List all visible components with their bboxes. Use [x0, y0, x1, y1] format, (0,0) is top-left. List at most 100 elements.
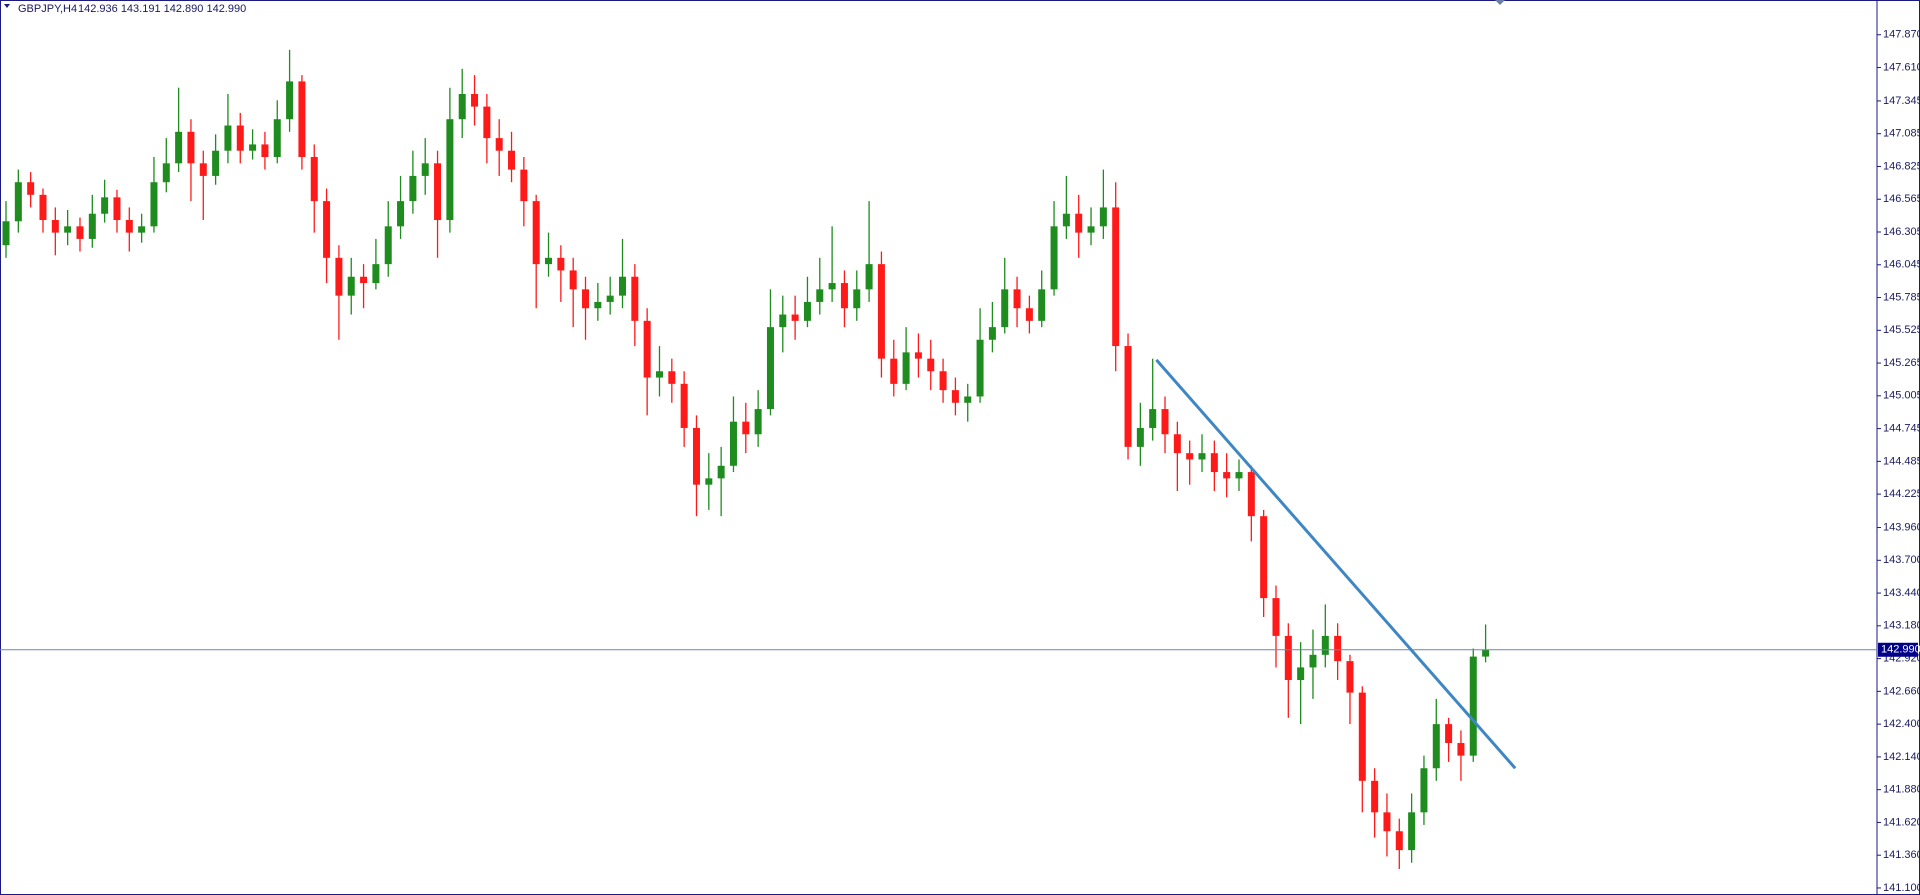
candle-body	[261, 144, 269, 158]
candle-body	[1445, 724, 1453, 744]
candle-body	[421, 163, 429, 176]
candle-body	[853, 289, 861, 309]
candle-body	[397, 201, 405, 227]
candle-body	[816, 289, 824, 302]
candle-body	[335, 257, 343, 296]
candle-body	[1136, 427, 1144, 447]
candle-body	[409, 175, 417, 202]
candle-body	[384, 226, 392, 265]
candle-body	[951, 390, 959, 403]
candle-body	[705, 478, 713, 485]
candle-body	[76, 226, 84, 239]
candle-body	[249, 144, 257, 151]
candle-body	[1223, 472, 1231, 479]
candle-body	[39, 194, 47, 221]
candle-body	[286, 81, 294, 120]
candle-body	[1001, 289, 1009, 328]
y-tick-label: 147.085	[1883, 128, 1920, 140]
y-tick-label: 142.400	[1883, 718, 1920, 730]
candle-body	[890, 358, 898, 384]
candle-body	[1087, 226, 1095, 233]
candle-body	[27, 182, 35, 195]
candle-body	[2, 221, 10, 246]
candle-body	[273, 119, 281, 158]
candle-body	[1469, 656, 1477, 756]
candle-body	[1321, 635, 1329, 655]
y-tick-label: 143.180	[1883, 620, 1920, 632]
y-tick-label: 145.005	[1883, 390, 1920, 402]
candle-body	[150, 182, 158, 227]
y-tick-label: 143.700	[1883, 554, 1920, 566]
candle-body	[594, 301, 602, 309]
candle-body	[199, 163, 207, 176]
candle-body	[175, 131, 183, 164]
y-tick-label: 142.660	[1883, 685, 1920, 697]
candle-body	[236, 125, 244, 151]
candle-body	[224, 125, 232, 151]
candle-body	[643, 320, 651, 378]
last-price-label: 142.990	[1881, 644, 1920, 656]
candle-body	[471, 93, 479, 107]
candle-body	[877, 264, 885, 359]
candle-body	[680, 383, 688, 428]
candle-body	[976, 339, 984, 397]
candle-body	[631, 276, 639, 321]
ohlc-label: 142.936 143.191 142.890 142.990	[78, 3, 246, 15]
candle-body	[1149, 409, 1157, 428]
y-tick-label: 145.525	[1883, 324, 1920, 336]
candle-body	[1358, 692, 1366, 781]
candle-body	[483, 106, 491, 139]
candle-body	[495, 138, 503, 151]
candle-body	[1371, 780, 1379, 813]
candle-body	[1272, 598, 1280, 636]
candle-body	[582, 289, 590, 309]
candle-body	[1025, 308, 1033, 321]
y-tick-label: 146.045	[1883, 259, 1920, 271]
candle-body	[1161, 409, 1169, 435]
y-tick-label: 141.620	[1883, 816, 1920, 828]
candle-body	[1198, 453, 1206, 460]
y-tick-label: 147.610	[1883, 61, 1920, 73]
candle-body	[742, 421, 750, 435]
candle-body	[1099, 207, 1107, 227]
candle-body	[803, 301, 811, 321]
candle-body	[1334, 635, 1342, 662]
candle-body	[840, 283, 848, 309]
symbol-label: GBPJPY,H4	[18, 3, 77, 15]
candle-body	[1420, 768, 1428, 813]
candle-body	[51, 220, 59, 233]
candle-body	[1186, 453, 1194, 460]
candle-body	[113, 197, 121, 221]
candle-body	[1210, 453, 1218, 473]
candle-body	[446, 119, 454, 221]
candle-body	[310, 157, 318, 202]
candle-body	[1013, 289, 1021, 309]
candle-body	[187, 131, 195, 164]
candle-body	[619, 276, 626, 296]
candle-body	[988, 327, 996, 340]
y-tick-label: 144.745	[1883, 423, 1920, 435]
candle-body	[1112, 207, 1120, 347]
y-tick-label: 145.265	[1883, 357, 1920, 369]
candle-body	[1062, 213, 1070, 227]
y-tick-label: 141.880	[1883, 784, 1920, 796]
y-tick-label: 142.140	[1883, 751, 1920, 763]
y-tick-label: 146.565	[1883, 193, 1920, 205]
y-tick-label: 145.785	[1883, 291, 1920, 303]
candle-body	[779, 314, 787, 328]
candle-body	[964, 396, 972, 403]
candle-body	[1075, 213, 1083, 233]
candle-body	[828, 283, 836, 290]
candle-body	[1173, 434, 1181, 454]
y-tick-label: 141.100	[1883, 882, 1920, 894]
candle-body	[1309, 654, 1317, 668]
menu-arrow[interactable]	[4, 4, 10, 8]
candle-body	[1457, 743, 1465, 756]
candle-body	[557, 257, 565, 271]
candle-body	[1260, 516, 1268, 599]
candle-body	[1383, 812, 1391, 832]
candle-body	[692, 427, 700, 485]
candle-body	[1408, 812, 1416, 851]
